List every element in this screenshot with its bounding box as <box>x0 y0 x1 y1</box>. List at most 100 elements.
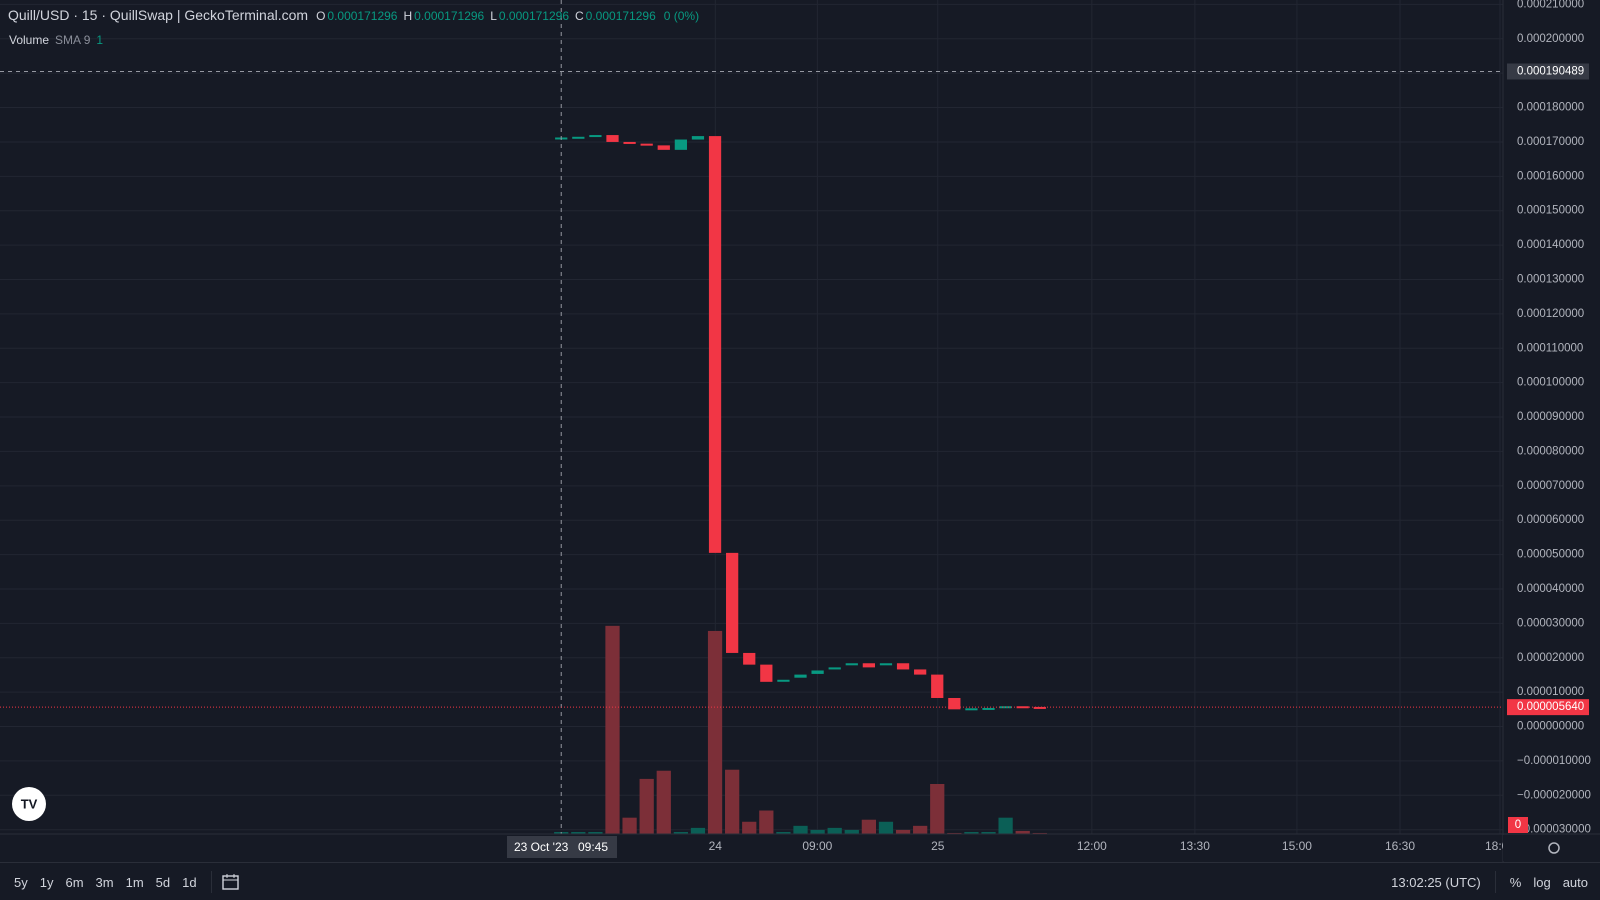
ohlc: O 0.000171296 H 0.000171296 L 0.000171296 C 0.0… <box>312 9 656 23</box>
y-tick-label: 0.000130000 <box>1517 274 1584 286</box>
candle <box>965 708 978 711</box>
crosshair-date: 23 Oct '23 <box>514 840 569 854</box>
ohlc-value: 0.000171296 <box>498 9 569 23</box>
scale-option[interactable]: auto <box>1562 874 1588 890</box>
y-tick-label: 0.000100000 <box>1517 377 1584 389</box>
y-tick-label: 0.000000000 <box>1517 721 1584 733</box>
y-tick-label: 0.000140000 <box>1517 239 1584 251</box>
y-tick-label: 0.000210000 <box>1517 0 1584 10</box>
candle <box>845 663 858 666</box>
candle <box>691 136 705 140</box>
legend: Quill/USD · 15 · QuillSwap | GeckoTermin… <box>8 7 699 23</box>
candle <box>811 670 824 674</box>
volume-bar <box>622 817 637 834</box>
volume-bar <box>964 831 979 834</box>
clock[interactable]: 13:02:25 (UTC) <box>1391 874 1481 890</box>
range-button[interactable]: 3m <box>95 874 114 890</box>
range-button[interactable]: 1m <box>125 874 144 890</box>
volume-sma: SMA 9 <box>55 33 91 47</box>
ohlc-value: 0.000171296 <box>585 9 656 23</box>
y-tick-label: 0.000080000 <box>1517 445 1584 457</box>
scale-options: % log auto <box>1504 875 1594 890</box>
volume-bar <box>759 810 774 834</box>
volume-bar <box>998 817 1013 834</box>
candle <box>743 652 756 665</box>
candle <box>623 141 636 144</box>
y-tick-label: −0.000020000 <box>1517 789 1591 801</box>
y-tick-label: 0.000090000 <box>1517 411 1584 423</box>
ohlc-key: L <box>490 9 497 23</box>
crosshair-time: 09:45 <box>578 840 608 854</box>
x-tick-label: 16:30 <box>1385 839 1415 853</box>
ohlc-key: O <box>316 9 326 23</box>
y-tick-label: 0.000070000 <box>1517 480 1584 492</box>
range-button[interactable]: 6m <box>65 874 84 890</box>
scale-option[interactable]: log <box>1533 874 1551 890</box>
volume-bar <box>690 827 706 834</box>
y-tick-label: 0.000010000 <box>1517 686 1584 698</box>
y-tick-label: 0.000050000 <box>1517 549 1584 561</box>
ohlc-key: C <box>575 9 584 23</box>
volume-name: Volume <box>9 33 50 47</box>
candle <box>931 674 944 698</box>
date-range-icon[interactable] <box>220 872 242 892</box>
volume-legend: Volume SMA 9 1 <box>9 33 103 47</box>
volume-tag <box>1508 817 1528 833</box>
x-tick-label: 09:00 <box>802 839 832 853</box>
candle <box>914 669 927 675</box>
volume-last: 0 <box>1515 819 1521 831</box>
candle <box>982 707 995 710</box>
y-tick-label: 0.000170000 <box>1517 136 1584 148</box>
separator <box>210 871 212 893</box>
y-tick-label: 0.000040000 <box>1517 583 1584 595</box>
x-tick-label: 25 <box>931 839 945 853</box>
scale-option[interactable]: % <box>1509 874 1522 890</box>
logo[interactable] <box>12 787 46 821</box>
candle <box>589 135 602 138</box>
volume-bar <box>793 825 808 834</box>
volume-bar <box>827 827 842 834</box>
time-axis: 24 09:00 25 12:00 13:30 15:00 16:30 18:00 <box>709 835 1523 861</box>
ohlc-key: H <box>403 9 413 23</box>
y-tick-label: 0.000030000 <box>1517 617 1584 629</box>
last-price: 0.000005640 <box>1517 701 1584 713</box>
candle <box>726 552 739 653</box>
bottom-toolbar: 5y 1y 6m 3m 1m 5d 1d 13:02:25 (UTC) % log auto <box>0 862 1600 900</box>
volume-bar <box>673 831 688 834</box>
range-button[interactable]: 1y <box>39 874 54 890</box>
ohlc-value: 0.000171296 <box>327 9 398 23</box>
y-tick-label: −0.000030000 <box>1517 824 1591 836</box>
candle <box>879 663 893 666</box>
settings-icon[interactable] <box>1548 842 1560 854</box>
y-tick-label: 0.000110000 <box>1517 342 1583 354</box>
y-tick-label: 0.000180000 <box>1517 102 1584 114</box>
x-tick-label: 15:00 <box>1282 839 1312 853</box>
candle <box>606 135 619 142</box>
volume-bar <box>605 625 620 834</box>
volume-bar <box>1032 832 1047 834</box>
volume-bar <box>810 829 825 834</box>
candle <box>948 697 961 710</box>
change: 0 (0%) <box>663 9 700 23</box>
chart: 0.0002100000.0002000000.0001900000.00018… <box>0 0 1600 862</box>
volume-bar <box>656 770 671 834</box>
candle <box>1016 706 1029 709</box>
candle <box>657 145 670 150</box>
volume-bar <box>981 831 996 834</box>
range-button[interactable]: 5y <box>14 874 28 890</box>
candle <box>572 136 585 139</box>
x-tick-label: 13:30 <box>1180 839 1210 853</box>
volume-bar <box>707 630 723 834</box>
last-price-tag <box>1507 699 1589 716</box>
crosshair-price: 0.000190489 <box>1517 66 1584 78</box>
volume-bar <box>930 784 945 834</box>
volume-bar <box>844 829 859 834</box>
x-tick-label: 12:00 <box>1077 839 1107 853</box>
range-button[interactable]: 5d <box>155 874 171 890</box>
candle <box>760 664 773 682</box>
y-tick-label: −0.000010000 <box>1517 755 1591 767</box>
volume-bar <box>571 831 586 834</box>
range-button[interactable]: 1d <box>182 874 197 890</box>
separator <box>1494 871 1496 893</box>
